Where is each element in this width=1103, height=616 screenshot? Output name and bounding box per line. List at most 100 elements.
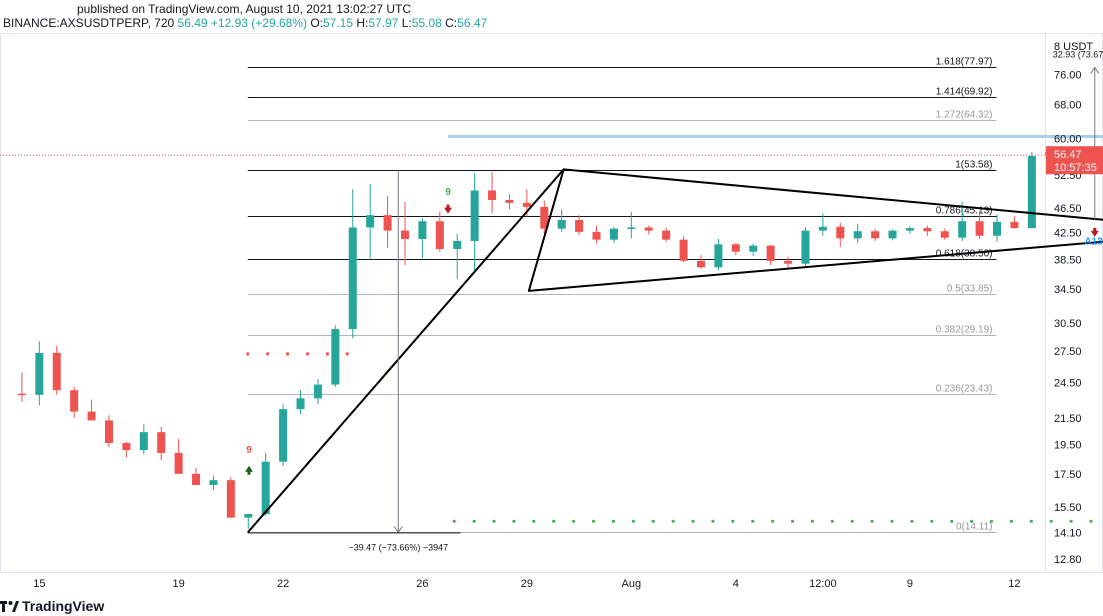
candle <box>697 255 705 269</box>
candle <box>731 242 740 256</box>
candle <box>958 201 967 241</box>
time-tick-label: 15 <box>33 578 45 590</box>
fib-level-label: 0.5(33.85) <box>947 284 993 295</box>
candle <box>644 225 653 235</box>
price-tick-label: 24.50 <box>1054 377 1082 389</box>
candle-body <box>313 384 322 399</box>
signal-dot-green <box>989 519 994 523</box>
price-tick-label: 27.50 <box>1054 346 1082 358</box>
candle <box>888 229 897 241</box>
arrow-down-icon <box>1090 227 1099 237</box>
arrow-down-icon <box>444 204 453 214</box>
candle <box>261 452 270 516</box>
candle-body <box>644 227 653 231</box>
signal-dot-green <box>572 519 576 523</box>
price-tick-label: 14.10 <box>1054 528 1082 540</box>
candle-body <box>766 245 775 261</box>
candle-body <box>470 190 479 241</box>
signal-dot-green <box>1009 519 1014 523</box>
price-tick-label: 19.50 <box>1054 439 1082 451</box>
candle-body <box>993 221 1002 236</box>
symbol-header: BINANCE:AXSUSDTPERP, 720 56.49 +12.93 (+… <box>3 16 487 30</box>
symmetrical-triangle <box>527 168 1103 292</box>
time-tick-label: Aug <box>622 578 642 590</box>
candle <box>488 171 497 214</box>
close-value: 56.47 <box>457 16 488 30</box>
arrow-up-icon <box>245 465 254 475</box>
candle-body <box>174 452 183 474</box>
candle <box>192 467 201 485</box>
candle-body <box>888 230 897 239</box>
candle <box>714 238 723 271</box>
signal-dot-red <box>305 352 310 356</box>
candle <box>226 476 235 518</box>
signal-dot-red <box>345 352 349 356</box>
candle-body <box>35 352 44 395</box>
candle <box>122 441 131 458</box>
fib-level-label: 1.272(64.32) <box>936 110 993 121</box>
candle <box>87 399 96 421</box>
candle-body <box>400 230 409 239</box>
publish-info: published on TradingView.com, August 10,… <box>77 2 412 16</box>
candle-body <box>836 226 845 239</box>
signal-dot-green <box>1069 519 1073 523</box>
signal-dot-green <box>552 519 556 523</box>
candle <box>540 200 549 234</box>
signal-dot-green <box>472 519 476 523</box>
signal-dot-green <box>731 519 735 523</box>
signal-dot-red <box>266 352 270 356</box>
time-tick-label: 29 <box>521 578 533 590</box>
signal-dot-green <box>830 519 834 523</box>
current-price-badge <box>1046 146 1103 175</box>
fib-level-label: 1.618(77.97) <box>936 57 993 68</box>
candle <box>818 213 827 236</box>
candle <box>592 225 601 244</box>
candle-body <box>1010 221 1019 229</box>
candle-body <box>784 260 793 264</box>
signal-dot-green <box>631 519 635 523</box>
current-price-badge-bg <box>1046 146 1103 175</box>
time-tick-label: 9 <box>907 578 913 590</box>
candle-body <box>801 230 810 264</box>
signal-dot-green <box>930 519 934 523</box>
candle <box>52 346 61 395</box>
candle <box>923 225 932 236</box>
candle <box>749 243 758 256</box>
candle-body <box>923 228 932 232</box>
price-tick-label: 21.50 <box>1054 413 1082 425</box>
candle <box>418 218 427 258</box>
tradingview-brand: TradingView <box>22 598 105 614</box>
signal-dot-green <box>910 519 914 523</box>
tradingview-logo-icon <box>0 601 19 612</box>
symbol-label: BINANCE:AXSUSDTPERP, 720 <box>3 16 175 30</box>
price-unit-label: 8 USDT <box>1054 41 1093 53</box>
price-tick-label: 17.50 <box>1054 469 1082 481</box>
price-chart[interactable]: 1.618(77.97) 1.414(69.92) 1.272(64.32) 1(53… <box>0 0 1103 596</box>
signal-dot-green <box>850 519 854 523</box>
signal-dot-green <box>790 519 795 523</box>
candle <box>70 386 79 418</box>
candle-body <box>453 240 462 250</box>
candle-body <box>575 220 584 232</box>
candle-body <box>958 221 967 238</box>
candle <box>836 222 845 247</box>
candle <box>853 223 862 243</box>
candle <box>679 236 688 263</box>
flag-pole <box>247 168 565 534</box>
candle-body <box>139 432 148 451</box>
signal-dot-green <box>671 519 675 523</box>
close-label: C: <box>445 16 458 30</box>
candle <box>470 172 479 272</box>
signal-annotation: A13 <box>1084 236 1103 247</box>
signal-dot-green <box>691 519 695 523</box>
candle <box>35 341 44 406</box>
candle <box>662 227 671 243</box>
signal-dot-red <box>246 352 250 356</box>
candle <box>627 212 636 239</box>
signal-dot-green <box>1029 519 1033 523</box>
candle-body <box>697 260 705 268</box>
candle-body <box>418 221 427 239</box>
candle <box>157 426 166 461</box>
price-tick-label: 42.50 <box>1054 228 1082 240</box>
time-tick-label: 4 <box>733 578 739 590</box>
